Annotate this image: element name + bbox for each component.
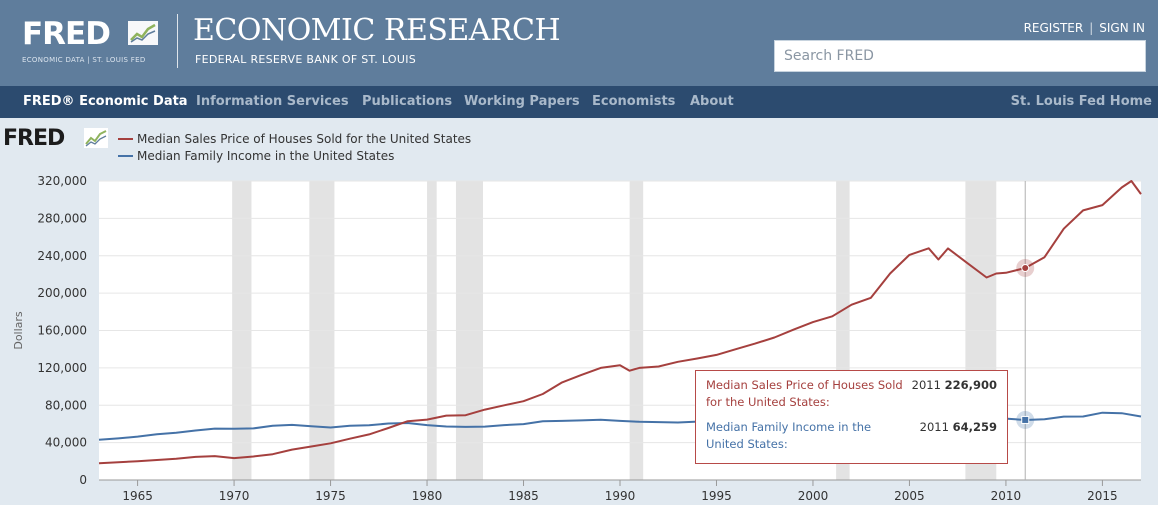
hover-point-house[interactable] [1021, 263, 1030, 272]
y-tick-label: 200,000 [37, 286, 87, 300]
y-tick-label: 320,000 [37, 174, 87, 188]
fred-logo[interactable]: FRED ECONOMIC DATA | ST. LOUIS FED [22, 16, 158, 64]
legend-label-house: Median Sales Price of Houses Sold for th… [137, 131, 472, 146]
y-tick-label: 40,000 [45, 436, 87, 450]
legend-item-family-income[interactable]: Median Family Income in the United State… [118, 147, 471, 164]
site-subtitle: FEDERAL RESERVE BANK OF ST. LOUIS [195, 53, 417, 66]
legend-label-income: Median Family Income in the United State… [137, 148, 395, 163]
x-tick-label: 1965 [122, 489, 153, 503]
search-input[interactable]: Search FRED [774, 40, 1146, 72]
tooltip-value: 2011 64,259 [920, 419, 997, 436]
site-title[interactable]: ECONOMIC RESEARCH [193, 13, 561, 48]
account-links: REGISTER | SIGN IN [1024, 21, 1145, 35]
tooltip-value: 2011 226,900 [912, 377, 997, 394]
tooltip-year: 2011 [919, 420, 949, 434]
header-divider [177, 14, 178, 68]
main-nav: FRED® Economic Data Information Services… [0, 86, 1158, 118]
nav-about[interactable]: About [690, 94, 734, 109]
nav-publications[interactable]: Publications [362, 94, 453, 109]
nav-economists[interactable]: Economists [592, 94, 676, 109]
x-tick-label: 2000 [798, 489, 829, 503]
x-tick-label: 1995 [701, 489, 732, 503]
x-tick-label: 1980 [412, 489, 443, 503]
nav-st-louis-fed-home[interactable]: St. Louis Fed Home [1010, 94, 1152, 109]
nav-working-papers[interactable]: Working Papers [464, 94, 580, 109]
x-tick-label: 2015 [1087, 489, 1118, 503]
nav-fred-economic-data[interactable]: FRED® Economic Data [23, 94, 188, 109]
chart-logo-icon [128, 21, 158, 45]
x-tick-label: 1975 [315, 489, 346, 503]
y-tick-label: 240,000 [37, 249, 87, 263]
sign-in-link[interactable]: SIGN IN [1099, 21, 1145, 35]
y-axis-label: Dollars [12, 311, 25, 350]
y-tick-label: 160,000 [37, 324, 87, 338]
hover-point-income[interactable] [1021, 415, 1030, 424]
x-tick-label: 2005 [894, 489, 925, 503]
x-tick-label: 1990 [605, 489, 636, 503]
link-separator: | [1089, 21, 1094, 35]
chart-legend: Median Sales Price of Houses Sold for th… [118, 130, 471, 164]
chart-brand: FRED [3, 126, 65, 151]
chart-brand-icon [84, 128, 108, 148]
legend-swatch-income [118, 154, 133, 157]
y-tick-label: 0 [79, 473, 87, 487]
x-tick-label: 1970 [219, 489, 250, 503]
y-tick-label: 120,000 [37, 361, 87, 375]
tooltip-number: 226,900 [944, 378, 997, 392]
x-tick-label: 2010 [991, 489, 1022, 503]
tooltip-number: 64,259 [952, 420, 997, 434]
tooltip-series-name: Median Family Income in the United State… [706, 420, 872, 451]
logo-subtitle: ECONOMIC DATA | ST. LOUIS FED [22, 56, 146, 64]
series-line-house-price[interactable] [98, 180, 1142, 465]
x-tick-label: 1985 [508, 489, 539, 503]
logo-word: FRED [22, 16, 111, 52]
site-header: FRED ECONOMIC DATA | ST. LOUIS FED ECONO… [0, 0, 1158, 86]
nav-information-services[interactable]: Information Services [196, 94, 349, 109]
y-tick-label: 280,000 [37, 211, 87, 225]
tooltip-year: 2011 [911, 378, 941, 392]
y-tick-label: 80,000 [45, 398, 87, 412]
chart-tooltip: Median Sales Price of Houses Sold for th… [695, 370, 1008, 464]
tooltip-series-name: Median Sales Price of Houses Sold for th… [706, 378, 903, 409]
legend-item-house-price[interactable]: Median Sales Price of Houses Sold for th… [118, 130, 471, 147]
register-link[interactable]: REGISTER [1023, 21, 1084, 35]
legend-swatch-house [118, 137, 133, 140]
